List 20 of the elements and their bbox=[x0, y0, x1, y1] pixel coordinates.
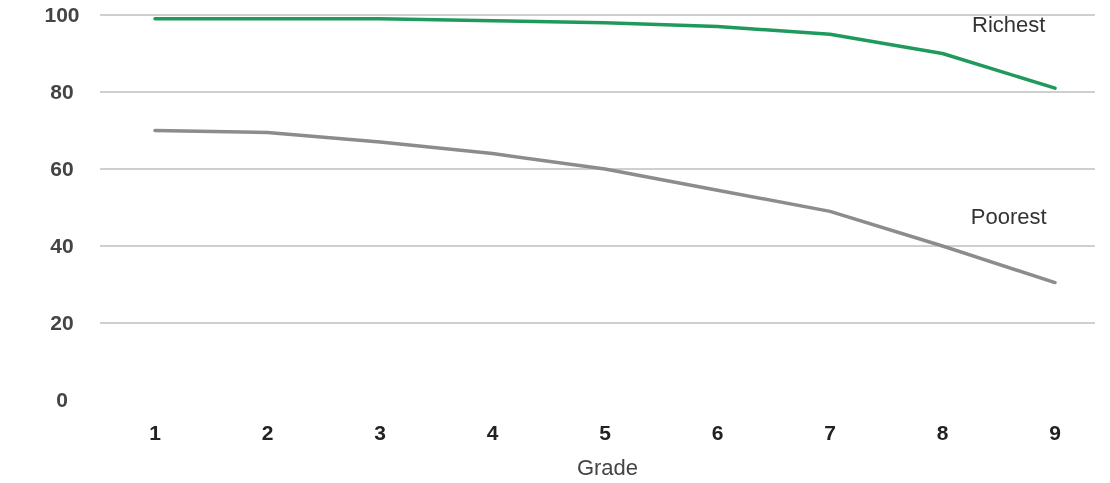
x-tick-label: 3 bbox=[374, 421, 386, 444]
y-tick-label: 100 bbox=[44, 3, 80, 27]
series-label: Poorest bbox=[970, 204, 1047, 229]
x-tick-label: 2 bbox=[261, 421, 274, 444]
line-series bbox=[153, 17, 1057, 90]
x-tick-label: 8 bbox=[936, 421, 949, 444]
x-axis-title: Grade bbox=[576, 455, 639, 480]
y-tick-label: 20 bbox=[50, 311, 74, 335]
x-tick-label: 4 bbox=[486, 421, 499, 444]
y-tick-label: 40 bbox=[50, 234, 74, 258]
y-tick-label: 80 bbox=[50, 80, 74, 104]
x-tick-label: 9 bbox=[1049, 421, 1061, 444]
x-tick-label: 6 bbox=[711, 421, 724, 444]
x-tick-label: 7 bbox=[824, 421, 836, 444]
series-label: Richest bbox=[972, 11, 1046, 37]
x-tick-label: 5 bbox=[599, 421, 612, 444]
line-series bbox=[153, 128, 1057, 285]
y-tick-label: 60 bbox=[50, 157, 74, 181]
x-tick-label: 1 bbox=[149, 421, 162, 444]
y-tick-label: 0 bbox=[56, 388, 68, 412]
